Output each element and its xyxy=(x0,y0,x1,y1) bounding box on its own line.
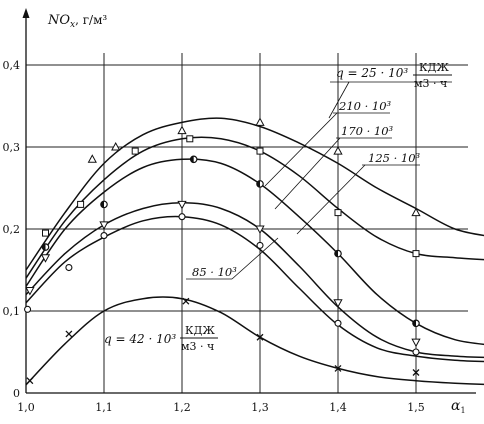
annotation-125: 125 · 10³ xyxy=(296,151,421,235)
data-point-triangle xyxy=(411,207,421,217)
annotation-q-top-leader xyxy=(328,81,350,119)
data-point-triangle xyxy=(333,146,343,155)
data-point-x xyxy=(256,333,264,341)
y-axis-label-main: NO xyxy=(47,13,70,28)
annotation-q-top-unit-num: КДЖ xyxy=(419,61,449,74)
data-point-circle-small xyxy=(178,213,186,221)
y-axis-label: NOx, г/м³ xyxy=(47,13,107,30)
series-markers xyxy=(24,117,421,385)
data-point-x xyxy=(26,377,34,385)
data-point-triangle-down xyxy=(255,225,265,235)
x-axis-label-main: α xyxy=(451,398,461,414)
data-point-circle-fill xyxy=(412,320,416,327)
data-point-square xyxy=(334,209,342,217)
data-point-square xyxy=(412,250,420,258)
x-tick-label: 1,5 xyxy=(407,401,425,414)
data-point-x xyxy=(412,369,420,376)
data-point-square xyxy=(256,147,264,155)
annotation-85-text: 85 · 10³ xyxy=(192,265,237,279)
data-point-square xyxy=(186,135,194,143)
annotation-q-bottom-text: q = 42 · 10³ xyxy=(104,332,176,346)
data-point-triangle xyxy=(255,117,265,126)
annotation-85-leader xyxy=(231,237,279,280)
x-axis-label: α1 xyxy=(451,398,466,415)
annotation-q-top: q = 25 · 10³ КДЖ м3 · ч xyxy=(328,61,452,119)
data-point-circle-fill xyxy=(256,180,260,188)
grid xyxy=(26,53,468,393)
y-axis-arrow xyxy=(22,8,30,18)
annotation-85: 85 · 10³ xyxy=(186,237,279,280)
annotation-125-text: 125 · 10³ xyxy=(368,151,421,165)
y-tick-label: 0,4 xyxy=(3,59,21,72)
y-tick-label: 0,3 xyxy=(3,141,21,154)
y-tick-label: 0,2 xyxy=(3,223,21,236)
annotation-170-leader xyxy=(274,137,341,210)
annotation-q-top-text: q = 25 · 10³ xyxy=(336,66,408,80)
y-tick-label: 0 xyxy=(13,387,20,400)
data-point-circle-small xyxy=(412,348,420,356)
data-point-circle-small xyxy=(65,263,73,272)
data-point-x xyxy=(65,330,73,338)
data-point-square xyxy=(77,200,85,208)
data-point-triangle-down xyxy=(177,200,187,210)
data-point-x xyxy=(334,364,342,372)
annotation-210: 210 · 10³ xyxy=(264,99,392,187)
x-tick-label: 1,2 xyxy=(173,401,191,414)
data-point-circle-small xyxy=(100,232,108,240)
annotation-210-text: 210 · 10³ xyxy=(338,99,392,113)
x-tick-label: 1,3 xyxy=(251,401,269,414)
annotation-q-bottom-unit-den: м3 · ч xyxy=(181,340,214,353)
annotation-125-leader xyxy=(296,164,366,235)
annotation-q-bottom-unit-num: КДЖ xyxy=(185,324,215,337)
data-point-triangle-down xyxy=(411,338,421,348)
y-axis-label-unit: , г/м³ xyxy=(75,13,107,27)
data-point-circle-fill xyxy=(334,250,338,257)
annotation-q-top-unit-den: м3 · ч xyxy=(414,77,447,90)
data-point-circle-small xyxy=(256,241,264,249)
y-tick-label: 0,1 xyxy=(3,305,21,318)
series-line-0 xyxy=(25,117,484,271)
data-point-circle-fill xyxy=(100,201,104,208)
data-point-triangle xyxy=(177,125,187,135)
data-point-triangle-down xyxy=(40,254,51,263)
data-point-triangle xyxy=(111,141,121,151)
x-axis-label-sub: 1 xyxy=(460,406,465,415)
data-point-circle-small xyxy=(334,319,342,327)
axes xyxy=(22,8,476,394)
data-point-triangle-down xyxy=(25,287,35,296)
annotation-q-bottom: КДЖ q = 42 · 10³ м3 · ч xyxy=(104,324,218,353)
x-tick-label: 1,4 xyxy=(329,401,347,414)
data-point-square xyxy=(131,147,139,155)
data-point-triangle xyxy=(87,154,97,163)
y-axis-label-sub: x xyxy=(70,20,75,30)
data-point-circle-small xyxy=(24,305,32,313)
annotation-170-text: 170 · 10³ xyxy=(341,124,394,138)
data-point-triangle-down xyxy=(99,221,109,230)
data-point-circle-fill xyxy=(190,156,194,163)
data-point-triangle-down xyxy=(333,299,343,308)
data-point-x xyxy=(182,297,190,305)
x-tick-labels: 1,0 1,1 1,2 1,3 1,4 1,5 xyxy=(17,401,425,414)
x-tick-label: 1,0 xyxy=(17,401,35,414)
y-tick-labels: 0 0,1 0,2 0,3 0,4 xyxy=(3,59,21,400)
data-point-circle-fill xyxy=(42,243,46,251)
data-point-square xyxy=(42,229,49,237)
annotation-170: 170 · 10³ xyxy=(274,124,394,210)
annotation-210-leader xyxy=(264,112,338,187)
x-tick-label: 1,1 xyxy=(95,401,113,414)
